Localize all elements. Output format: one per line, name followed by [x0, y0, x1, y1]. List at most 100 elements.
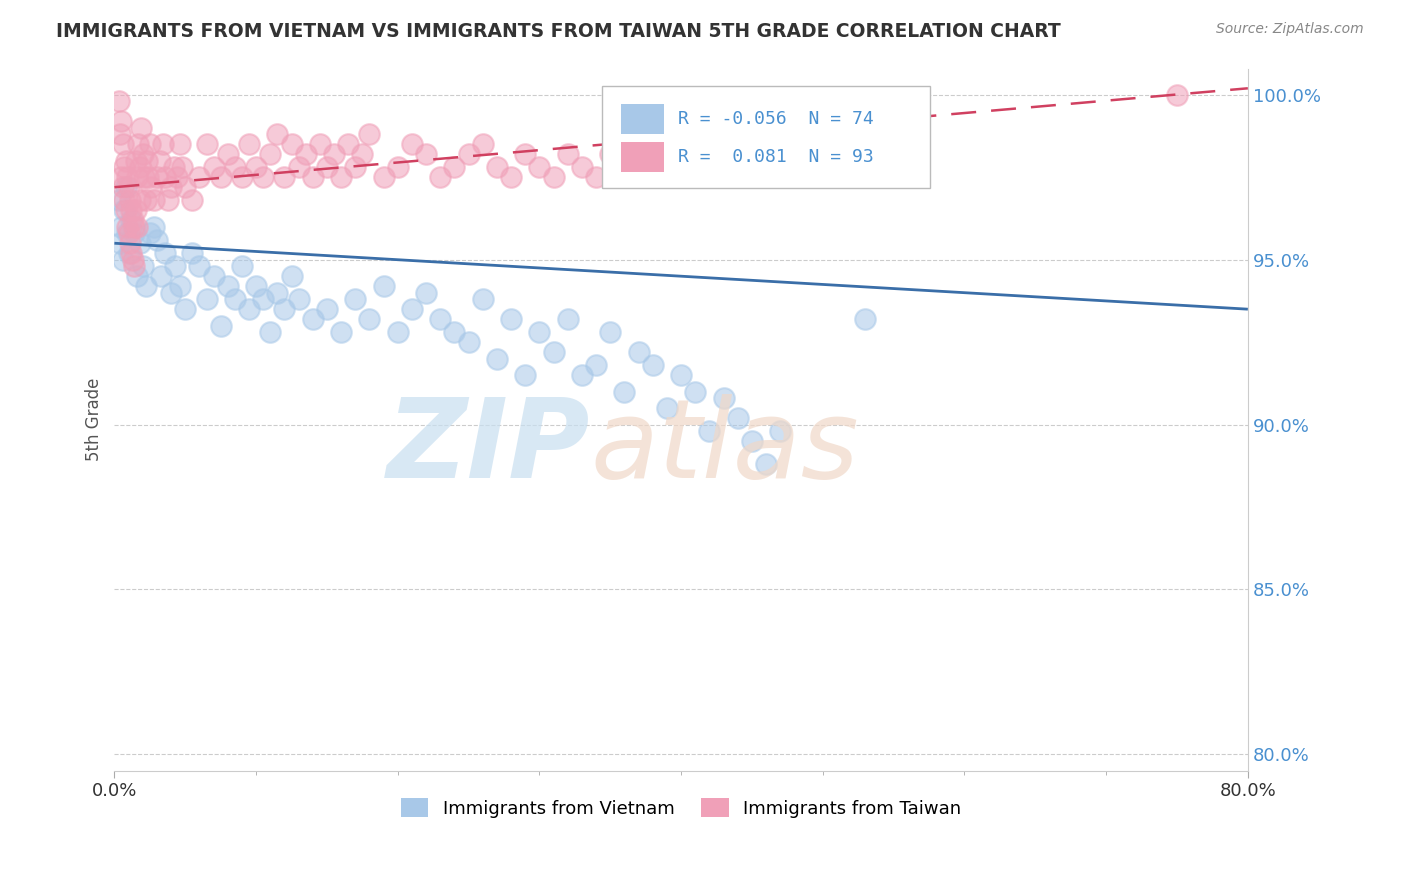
- Text: R =  0.081  N = 93: R = 0.081 N = 93: [678, 148, 873, 166]
- Point: [373, 279, 395, 293]
- Point: [136, 153, 159, 168]
- Point: [330, 325, 353, 339]
- Point: [224, 161, 246, 175]
- Point: [245, 161, 267, 175]
- Point: [245, 279, 267, 293]
- Point: [655, 401, 678, 415]
- Point: [457, 147, 479, 161]
- Point: [114, 203, 136, 218]
- Point: [344, 161, 367, 175]
- Point: [273, 302, 295, 317]
- Point: [294, 147, 316, 161]
- Point: [146, 170, 169, 185]
- Point: [120, 213, 142, 227]
- Point: [599, 147, 621, 161]
- Point: [122, 219, 145, 234]
- Point: [132, 147, 155, 161]
- Point: [330, 170, 353, 185]
- Point: [155, 170, 177, 185]
- Point: [125, 219, 148, 234]
- Point: [669, 368, 692, 383]
- Point: [125, 269, 148, 284]
- Point: [117, 227, 139, 241]
- Point: [150, 269, 173, 284]
- Point: [163, 161, 186, 175]
- Point: [557, 147, 579, 161]
- Point: [115, 219, 138, 234]
- Point: [217, 147, 239, 161]
- Point: [131, 120, 153, 135]
- Text: ZIP: ZIP: [387, 394, 591, 501]
- Point: [188, 260, 211, 274]
- Point: [543, 170, 565, 185]
- Point: [741, 434, 763, 448]
- Point: [124, 203, 146, 218]
- Point: [301, 312, 323, 326]
- Point: [152, 137, 174, 152]
- Point: [107, 95, 129, 109]
- Text: Source: ZipAtlas.com: Source: ZipAtlas.com: [1216, 22, 1364, 37]
- Point: [138, 170, 160, 185]
- Point: [209, 318, 232, 333]
- Point: [209, 170, 232, 185]
- Point: [111, 180, 134, 194]
- Point: [308, 137, 330, 152]
- Point: [202, 269, 225, 284]
- Point: [169, 137, 191, 152]
- Point: [316, 302, 339, 317]
- Point: [853, 312, 876, 326]
- Point: [112, 161, 135, 175]
- Point: [129, 194, 152, 208]
- Point: [112, 203, 135, 218]
- Point: [134, 170, 156, 185]
- Point: [149, 153, 172, 168]
- Text: IMMIGRANTS FROM VIETNAM VS IMMIGRANTS FROM TAIWAN 5TH GRADE CORRELATION CHART: IMMIGRANTS FROM VIETNAM VS IMMIGRANTS FR…: [56, 22, 1062, 41]
- Point: [529, 325, 551, 339]
- Point: [115, 170, 138, 185]
- Point: [713, 391, 735, 405]
- Point: [111, 252, 134, 267]
- Point: [129, 161, 152, 175]
- Point: [169, 279, 191, 293]
- Point: [443, 161, 465, 175]
- Point: [174, 302, 197, 317]
- Bar: [621, 142, 664, 172]
- Point: [471, 293, 494, 307]
- Point: [108, 236, 131, 251]
- Point: [344, 293, 367, 307]
- FancyBboxPatch shape: [602, 86, 931, 188]
- Point: [415, 147, 437, 161]
- Point: [110, 170, 132, 185]
- Point: [132, 260, 155, 274]
- Y-axis label: 5th Grade: 5th Grade: [86, 378, 103, 461]
- Point: [515, 368, 537, 383]
- Point: [146, 233, 169, 247]
- Point: [121, 213, 143, 227]
- Point: [699, 424, 721, 438]
- Point: [160, 180, 183, 194]
- Text: atlas: atlas: [591, 394, 859, 501]
- Point: [280, 269, 302, 284]
- Point: [238, 137, 260, 152]
- Point: [352, 147, 374, 161]
- Point: [157, 194, 180, 208]
- Point: [280, 137, 302, 152]
- Point: [252, 293, 274, 307]
- Point: [195, 293, 218, 307]
- Point: [301, 170, 323, 185]
- Point: [174, 180, 197, 194]
- Point: [287, 161, 309, 175]
- Point: [727, 411, 749, 425]
- Point: [107, 194, 129, 208]
- Point: [769, 424, 792, 438]
- Point: [110, 219, 132, 234]
- Point: [118, 236, 141, 251]
- Point: [457, 335, 479, 350]
- Point: [571, 161, 593, 175]
- Point: [429, 170, 451, 185]
- Point: [111, 137, 134, 152]
- Point: [188, 170, 211, 185]
- Point: [125, 170, 148, 185]
- Point: [543, 345, 565, 359]
- Point: [115, 227, 138, 241]
